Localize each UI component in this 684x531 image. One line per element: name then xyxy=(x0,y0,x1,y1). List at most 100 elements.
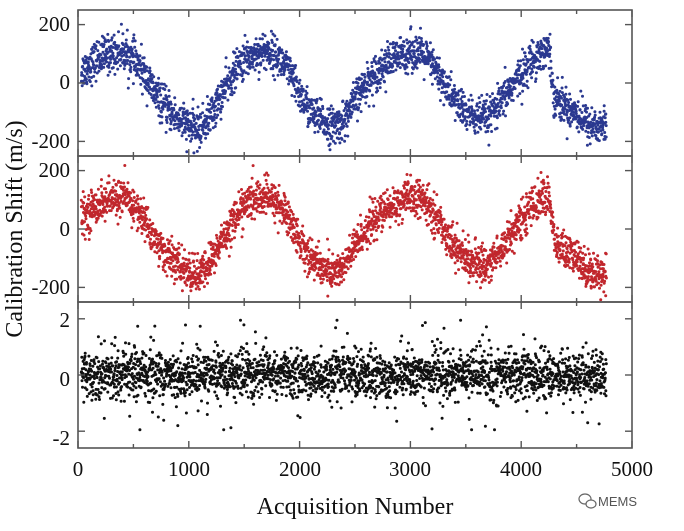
data-point xyxy=(420,40,424,43)
data-point xyxy=(92,50,96,54)
data-point xyxy=(366,70,370,74)
data-point xyxy=(89,188,93,192)
data-point xyxy=(575,125,579,129)
data-point xyxy=(340,114,344,118)
data-point xyxy=(352,228,356,232)
data-point xyxy=(103,219,107,223)
data-point xyxy=(584,129,588,133)
data-point xyxy=(525,227,529,231)
data-point xyxy=(211,245,215,249)
data-point xyxy=(483,107,487,111)
data-point xyxy=(87,231,91,235)
data-point xyxy=(496,105,500,108)
data-point xyxy=(230,237,234,241)
data-point xyxy=(285,77,289,81)
data-point xyxy=(150,245,154,249)
data-point xyxy=(165,95,169,99)
data-point xyxy=(283,199,287,203)
data-point xyxy=(281,51,285,55)
data-point xyxy=(457,268,461,272)
data-point xyxy=(379,206,383,210)
data-point xyxy=(239,62,243,66)
data-point xyxy=(276,64,279,68)
data-point xyxy=(600,132,604,136)
data-point xyxy=(378,61,382,65)
data-point xyxy=(377,71,381,75)
data-point xyxy=(537,67,541,70)
data-point xyxy=(437,56,441,60)
data-point xyxy=(437,63,441,67)
data-point xyxy=(273,221,277,225)
data-point xyxy=(521,89,525,93)
data-point xyxy=(393,45,397,49)
data-point xyxy=(544,64,548,68)
data-point xyxy=(524,213,528,217)
data-point xyxy=(115,56,119,60)
data-point xyxy=(163,102,167,106)
data-point xyxy=(326,117,330,121)
data-point xyxy=(473,131,477,135)
data-point xyxy=(230,93,234,97)
data-point xyxy=(262,43,266,46)
data-point xyxy=(300,99,304,103)
data-point xyxy=(506,102,510,106)
data-point xyxy=(299,248,303,252)
data-point xyxy=(421,188,425,192)
data-point xyxy=(153,93,157,97)
data-point xyxy=(350,255,354,259)
data-point xyxy=(382,219,386,222)
data-point xyxy=(548,74,552,78)
data-point xyxy=(481,105,485,109)
data-point xyxy=(573,103,577,107)
data-point xyxy=(402,186,406,190)
data-point xyxy=(362,226,366,230)
data-point xyxy=(433,203,437,207)
data-point xyxy=(411,194,415,198)
data-point xyxy=(298,90,302,94)
data-point xyxy=(359,110,363,114)
data-point xyxy=(516,59,520,63)
data-point xyxy=(508,237,512,241)
data-point xyxy=(237,190,241,194)
data-point xyxy=(240,215,244,219)
data-point xyxy=(188,111,192,115)
data-point xyxy=(364,215,368,219)
data-point xyxy=(231,66,235,70)
data-point xyxy=(355,230,359,234)
data-point xyxy=(344,271,348,275)
data-point xyxy=(437,226,441,230)
data-point xyxy=(142,206,146,210)
data-point xyxy=(450,99,454,103)
data-point xyxy=(346,119,350,123)
data-point xyxy=(251,60,254,64)
data-point xyxy=(400,221,404,225)
data-point xyxy=(382,53,386,57)
data-point xyxy=(365,247,369,251)
data-point xyxy=(383,202,387,206)
data-point xyxy=(232,91,236,95)
data-point xyxy=(180,289,184,293)
data-point xyxy=(408,206,412,210)
data-point xyxy=(425,44,429,48)
data-point xyxy=(384,215,388,219)
data-point xyxy=(163,88,167,91)
data-point xyxy=(420,208,424,212)
data-point xyxy=(415,66,419,70)
data-point xyxy=(405,188,409,192)
data-point xyxy=(278,46,281,50)
data-point xyxy=(354,90,358,94)
data-point xyxy=(242,69,246,73)
data-point xyxy=(539,171,543,174)
data-point xyxy=(242,61,246,64)
data-point xyxy=(215,98,219,102)
data-point xyxy=(418,46,422,50)
data-point xyxy=(532,65,536,69)
data-point xyxy=(313,124,317,127)
data-point xyxy=(118,64,122,68)
data-point xyxy=(375,238,379,242)
data-point xyxy=(542,66,545,70)
data-point xyxy=(388,52,392,56)
data-point xyxy=(439,223,443,227)
data-point xyxy=(191,97,195,101)
data-point xyxy=(90,191,94,194)
